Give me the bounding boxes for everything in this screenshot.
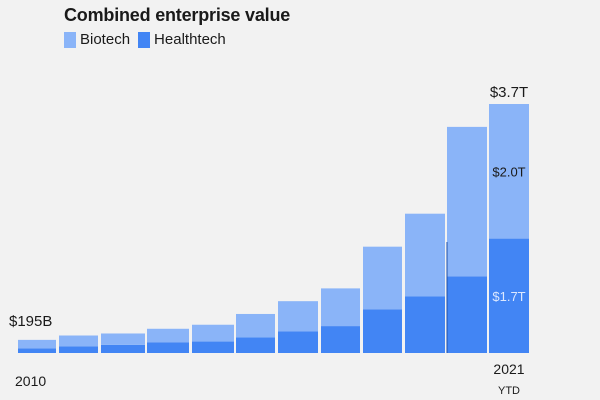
bar-biotech [101,333,145,345]
bar-biotech [59,335,98,347]
x-tick-label-first: 2010 [15,373,46,389]
bar-healthtech [278,331,318,353]
bar-biotech [321,288,360,327]
legend-item-healthtech: Healthtech [138,31,226,48]
bar-healthtech [363,309,402,353]
bar-group [18,104,529,353]
legend-label-healthtech: Healthtech [154,31,226,48]
chart-title: Combined enterprise value [64,5,291,25]
bar-healthtech [147,342,189,353]
x-tick-label-last-sub: YTD [498,385,520,397]
data-label-last-total: $3.7T [490,84,528,101]
label-group: $195B $3.7T $2.0T $1.7T 2010 2021 YTD [9,84,528,397]
bar-healthtech [236,337,275,353]
bar-biotech [363,246,402,310]
legend-swatch-biotech [64,31,76,48]
data-label-last-biotech: $2.0T [492,164,525,179]
bar-healthtech [59,346,98,353]
x-tick-label-last: 2021 [493,361,524,377]
legend-item-biotech: Biotech [64,31,130,48]
legend-label-biotech: Biotech [80,31,131,48]
bar-biotech [18,339,56,349]
bar-biotech [447,126,487,277]
bar-healthtech [489,238,529,353]
legend: Biotech Healthtech [64,31,234,48]
bar-healthtech [447,276,487,353]
bar-healthtech [321,326,360,353]
bar-biotech [192,324,234,342]
bar-biotech [236,313,275,338]
bar-biotech [278,301,318,332]
data-label-last-healthtech: $1.7T [492,289,525,304]
bar-biotech [489,104,529,239]
bar-healthtech [192,341,234,353]
bar-healthtech [18,348,56,353]
bar-biotech [405,213,445,297]
bar-healthtech [101,344,145,353]
bar-healthtech [405,296,445,353]
legend-swatch-healthtech [138,31,151,48]
data-label-first-total: $195B [9,313,52,330]
bar-biotech [147,328,189,343]
